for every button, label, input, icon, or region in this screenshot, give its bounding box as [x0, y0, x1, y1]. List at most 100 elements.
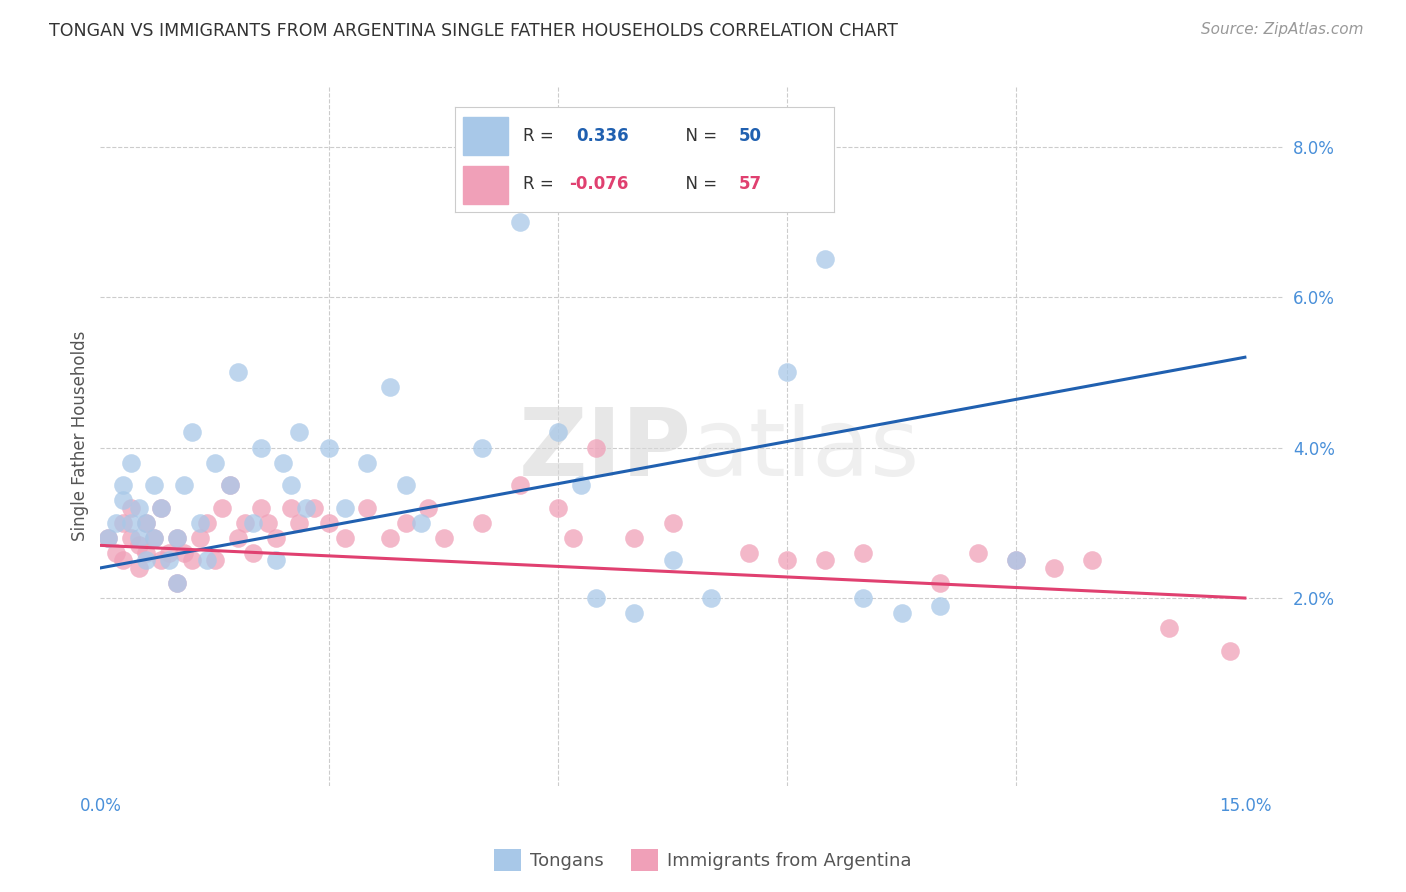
- Point: [249, 441, 271, 455]
- Point: [471, 516, 494, 530]
- Point: [195, 516, 218, 530]
- Point: [394, 516, 416, 530]
- Text: Source: ZipAtlas.com: Source: ZipAtlas.com: [1201, 22, 1364, 37]
- Point: [204, 456, 226, 470]
- Point: [547, 500, 569, 515]
- Point: [128, 538, 150, 552]
- Point: [242, 546, 264, 560]
- Point: [318, 516, 340, 530]
- Point: [814, 553, 837, 567]
- Point: [394, 478, 416, 492]
- Point: [509, 478, 531, 492]
- Point: [356, 500, 378, 515]
- Point: [226, 365, 249, 379]
- Point: [150, 500, 173, 515]
- Point: [135, 516, 157, 530]
- Point: [409, 516, 432, 530]
- Point: [1219, 643, 1241, 657]
- Point: [166, 531, 188, 545]
- Point: [295, 500, 318, 515]
- Point: [890, 606, 912, 620]
- Point: [142, 531, 165, 545]
- Point: [356, 456, 378, 470]
- Y-axis label: Single Father Households: Single Father Households: [72, 331, 89, 541]
- Point: [180, 553, 202, 567]
- Point: [142, 531, 165, 545]
- Point: [380, 380, 402, 394]
- Point: [1005, 553, 1028, 567]
- Point: [173, 546, 195, 560]
- Point: [776, 553, 799, 567]
- Point: [623, 606, 645, 620]
- Point: [249, 500, 271, 515]
- Point: [302, 500, 325, 515]
- Point: [287, 516, 309, 530]
- Point: [104, 516, 127, 530]
- Point: [104, 546, 127, 560]
- Point: [1081, 553, 1104, 567]
- Point: [226, 531, 249, 545]
- Point: [433, 531, 456, 545]
- Text: atlas: atlas: [692, 404, 920, 496]
- Point: [966, 546, 988, 560]
- Point: [1043, 561, 1066, 575]
- Point: [128, 500, 150, 515]
- Point: [233, 516, 256, 530]
- Point: [180, 425, 202, 440]
- Point: [852, 591, 875, 605]
- Point: [333, 531, 356, 545]
- Point: [623, 531, 645, 545]
- Point: [120, 456, 142, 470]
- Point: [318, 441, 340, 455]
- Text: ZIP: ZIP: [519, 404, 692, 496]
- Point: [166, 531, 188, 545]
- Point: [188, 531, 211, 545]
- Point: [150, 500, 173, 515]
- Point: [585, 441, 607, 455]
- Point: [661, 553, 683, 567]
- Point: [97, 531, 120, 545]
- Legend: Tongans, Immigrants from Argentina: Tongans, Immigrants from Argentina: [486, 842, 920, 879]
- Point: [242, 516, 264, 530]
- Point: [204, 553, 226, 567]
- Point: [135, 546, 157, 560]
- Point: [280, 478, 302, 492]
- Point: [547, 425, 569, 440]
- Point: [120, 531, 142, 545]
- Point: [928, 576, 950, 591]
- Point: [1157, 621, 1180, 635]
- Point: [471, 441, 494, 455]
- Point: [1005, 553, 1028, 567]
- Point: [120, 516, 142, 530]
- Point: [128, 561, 150, 575]
- Point: [97, 531, 120, 545]
- Point: [150, 553, 173, 567]
- Point: [112, 478, 135, 492]
- Point: [661, 516, 683, 530]
- Point: [287, 425, 309, 440]
- Point: [112, 553, 135, 567]
- Point: [264, 553, 287, 567]
- Point: [135, 516, 157, 530]
- Point: [166, 576, 188, 591]
- Point: [700, 591, 723, 605]
- Point: [195, 553, 218, 567]
- Point: [120, 500, 142, 515]
- Point: [219, 478, 242, 492]
- Point: [928, 599, 950, 613]
- Point: [128, 531, 150, 545]
- Point: [738, 546, 761, 560]
- Point: [157, 546, 180, 560]
- Point: [273, 456, 295, 470]
- Point: [418, 500, 440, 515]
- Point: [562, 531, 585, 545]
- Point: [166, 576, 188, 591]
- Point: [219, 478, 242, 492]
- Point: [211, 500, 233, 515]
- Point: [142, 478, 165, 492]
- Point: [135, 553, 157, 567]
- Point: [264, 531, 287, 545]
- Point: [585, 591, 607, 605]
- Point: [112, 516, 135, 530]
- Point: [333, 500, 356, 515]
